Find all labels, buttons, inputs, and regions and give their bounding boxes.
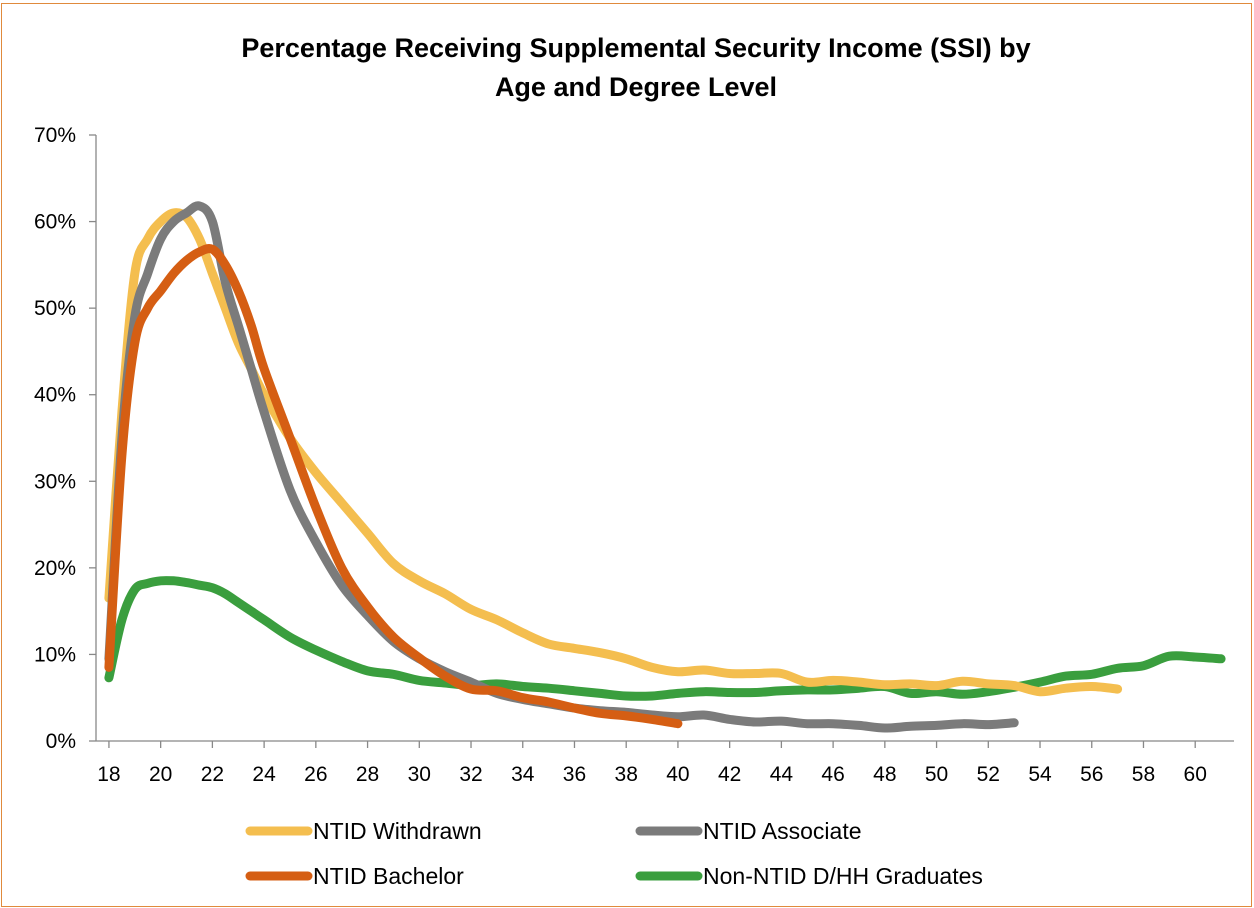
x-tick-label: 24	[252, 763, 276, 786]
x-tick-label: 20	[149, 763, 172, 786]
x-tick-label: 58	[1132, 763, 1155, 786]
x-tick-label: 22	[201, 763, 224, 786]
y-tick-label: 70%	[34, 124, 76, 147]
legend-label-ntid-associate: NTID Associate	[703, 818, 862, 844]
axes: 0% 10% 20% 30% 40% 50% 60% 70% 18 20 22 24 26 28 30 32 3…	[34, 124, 1234, 786]
legend-label-ntid-bachelor: NTID Bachelor	[313, 863, 464, 889]
x-tick-label: 26	[304, 763, 327, 786]
x-tick-label: 40	[666, 763, 689, 786]
x-tick-label: 18	[97, 763, 120, 786]
x-tick-label: 28	[356, 763, 379, 786]
legend-label-ntid-withdrawn: NTID Withdrawn	[313, 818, 482, 844]
y-tick-label: 10%	[34, 643, 76, 666]
y-tick-label: 30%	[34, 470, 76, 493]
y-tick-label: 60%	[34, 211, 76, 234]
x-tick-label: 50	[925, 763, 948, 786]
series-line-ntid-associate	[104, 201, 1019, 733]
series-lines	[104, 201, 1226, 733]
y-tick-label: 20%	[34, 557, 76, 580]
x-tick-label: 54	[1028, 763, 1052, 786]
x-tick-label: 60	[1184, 763, 1207, 786]
y-tick-label: 50%	[34, 297, 76, 320]
y-tick-label: 40%	[34, 384, 76, 407]
series-line-ntid-withdrawn	[104, 208, 1123, 697]
legend: NTID Withdrawn NTID Associate NTID Bachelo…	[245, 818, 983, 889]
x-tick-label: 32	[459, 763, 482, 786]
chart-title-line-1: Percentage Receiving Supplemental Securi…	[241, 33, 1030, 63]
chart-title-line-2: Age and Degree Level	[495, 72, 777, 102]
x-tick-label: 46	[821, 763, 844, 786]
x-tick-label: 52	[977, 763, 1000, 786]
x-tick-label: 34	[511, 763, 535, 786]
x-tick-label: 56	[1080, 763, 1103, 786]
chart-frame	[1, 3, 1252, 907]
series-line-ntid-bachelor	[104, 244, 683, 729]
x-tick-label: 38	[615, 763, 638, 786]
legend-label-non-ntid-d-hh-graduates: Non-NTID D/HH Graduates	[703, 863, 983, 889]
x-tick-label: 42	[718, 763, 741, 786]
x-tick-label: 48	[873, 763, 896, 786]
y-tick-label: 0%	[46, 730, 76, 753]
series-line-non-ntid-d-hh-graduates	[104, 576, 1226, 701]
x-tick-label: 30	[408, 763, 431, 786]
x-tick-label: 44	[770, 763, 794, 786]
x-tick-label: 36	[563, 763, 586, 786]
